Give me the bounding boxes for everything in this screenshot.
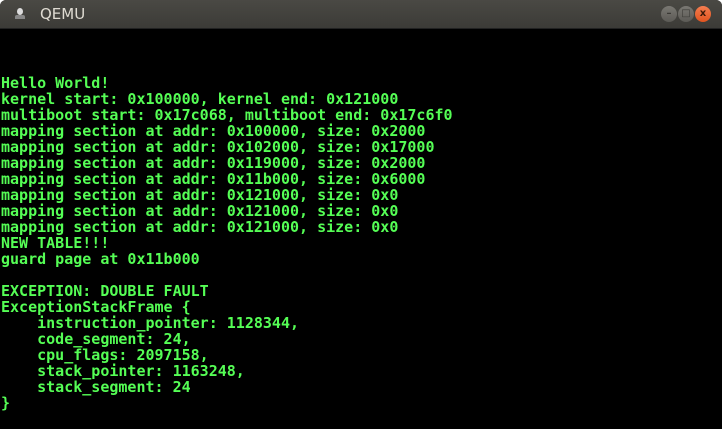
title-bar[interactable]: QEMU – □ x <box>0 0 722 29</box>
console-line: mapping section at addr: 0x121000, size:… <box>1 186 399 204</box>
console-line: mapping section at addr: 0x121000, size:… <box>1 202 399 220</box>
console-line: ExceptionStackFrame { <box>1 298 191 316</box>
maximize-button[interactable]: □ <box>678 6 694 22</box>
console-line: mapping section at addr: 0x119000, size:… <box>1 154 426 172</box>
console-output: Hello World! kernel start: 0x100000, kern… <box>1 75 453 411</box>
console-line: mapping section at addr: 0x100000, size:… <box>1 122 426 140</box>
console-line: kernel start: 0x100000, kernel end: 0x12… <box>1 90 399 108</box>
close-button[interactable]: x <box>695 6 711 22</box>
console-line: NEW TABLE!!! <box>1 234 110 252</box>
console-line: cpu_flags: 2097158, <box>1 346 209 364</box>
qemu-app-icon <box>15 8 25 20</box>
console-line: instruction_pointer: 1128344, <box>1 314 300 332</box>
console-line: multiboot start: 0x17c068, multiboot end… <box>1 106 453 124</box>
console-line: mapping section at addr: 0x102000, size:… <box>1 138 435 156</box>
console-line: guard page at 0x11b000 <box>1 250 200 268</box>
console-line: } <box>1 394 11 412</box>
console-line: Hello World! <box>1 74 110 92</box>
console-line <box>1 267 453 283</box>
vga-console[interactable]: Hello World! kernel start: 0x100000, kern… <box>0 29 722 429</box>
console-line: stack_pointer: 1163248, <box>1 362 245 380</box>
console-line: EXCEPTION: DOUBLE FAULT <box>1 282 209 300</box>
console-line: mapping section at addr: 0x11b000, size:… <box>1 170 426 188</box>
window-title: QEMU <box>40 5 86 23</box>
console-line: code_segment: 24, <box>1 330 191 348</box>
console-line: stack_segment: 24 <box>1 378 191 396</box>
minimize-button[interactable]: – <box>661 6 677 22</box>
console-line: mapping section at addr: 0x121000, size:… <box>1 218 399 236</box>
